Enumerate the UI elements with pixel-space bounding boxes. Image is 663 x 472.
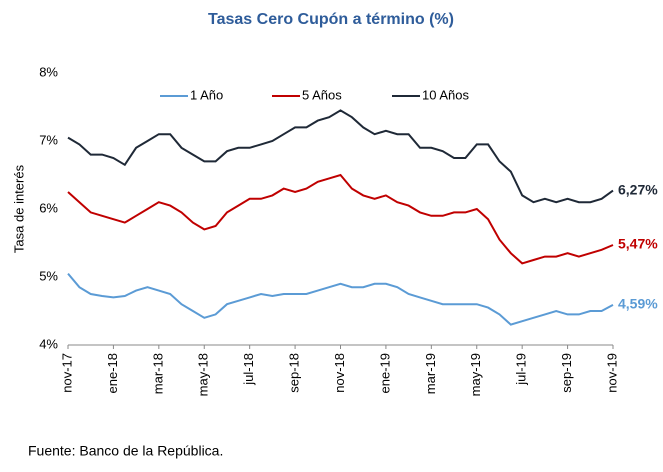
y-tick-label: 8% <box>39 64 58 79</box>
legend-label: 10 Años <box>422 87 469 102</box>
x-tick-label: may-18 <box>196 353 211 396</box>
y-tick-label: 7% <box>39 132 58 147</box>
x-tick-label: ene-19 <box>377 353 392 393</box>
chart-title: Tasas Cero Cupón a término (%) <box>208 11 454 28</box>
source-note: Fuente: Banco de la República. <box>28 443 223 459</box>
y-tick-label: 6% <box>39 200 58 215</box>
x-tick-label: sep-18 <box>287 353 302 393</box>
x-tick-label: may-19 <box>468 353 483 396</box>
series-line <box>67 173 614 265</box>
x-tick-label: sep-19 <box>559 353 574 393</box>
series-line <box>67 109 614 204</box>
y-tick-label: 5% <box>39 268 58 283</box>
end-label: 5,47% <box>618 236 658 252</box>
legend-label: 1 Año <box>190 87 223 102</box>
x-tick-label: mar-18 <box>150 353 165 394</box>
y-tick-label: 4% <box>39 336 58 351</box>
y-axis-label: Tasa de interés <box>11 164 26 253</box>
x-tick-label: nov-17 <box>59 353 74 393</box>
end-label: 6,27% <box>618 181 658 197</box>
legend-label: 5 Años <box>302 87 342 102</box>
x-tick-label: ene-18 <box>105 353 120 393</box>
x-tick-label: mar-19 <box>423 353 438 394</box>
x-tick-label: jul-18 <box>241 353 256 386</box>
x-tick-label: nov-18 <box>332 353 347 393</box>
x-tick-label: nov-19 <box>604 353 619 393</box>
end-label: 4,59% <box>618 296 658 312</box>
x-tick-label: jul-19 <box>514 353 529 386</box>
series-line <box>67 272 614 326</box>
